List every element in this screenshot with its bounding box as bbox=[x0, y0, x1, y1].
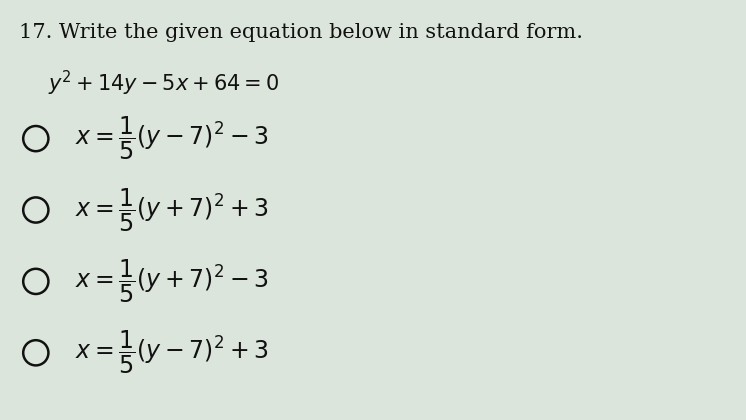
Text: 17. Write the given equation below in standard form.: 17. Write the given equation below in st… bbox=[19, 23, 583, 42]
Text: $x = \dfrac{1}{5}(y + 7)^2 + 3$: $x = \dfrac{1}{5}(y + 7)^2 + 3$ bbox=[75, 186, 269, 234]
Text: $x = \dfrac{1}{5}(y + 7)^2 - 3$: $x = \dfrac{1}{5}(y + 7)^2 - 3$ bbox=[75, 258, 269, 305]
Text: $x = \dfrac{1}{5}(y - 7)^2 - 3$: $x = \dfrac{1}{5}(y - 7)^2 - 3$ bbox=[75, 115, 269, 162]
Text: $x = \dfrac{1}{5}(y - 7)^2 + 3$: $x = \dfrac{1}{5}(y - 7)^2 + 3$ bbox=[75, 329, 269, 376]
Text: $y^2 + 14y - 5x + 64 = 0$: $y^2 + 14y - 5x + 64 = 0$ bbox=[48, 69, 280, 99]
